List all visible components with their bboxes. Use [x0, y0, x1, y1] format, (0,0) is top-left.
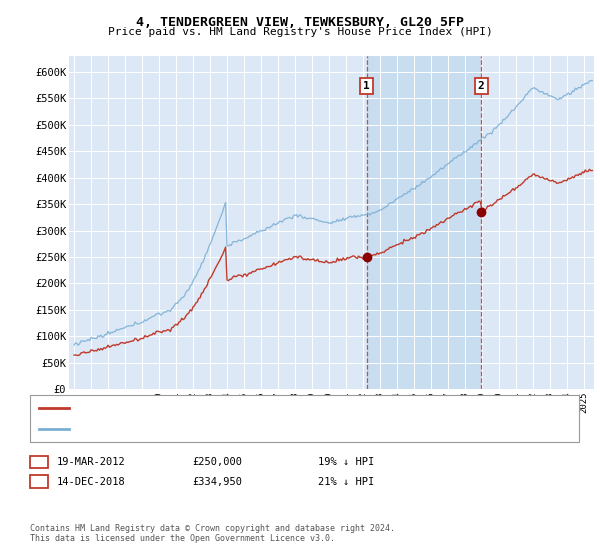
- Text: This data is licensed under the Open Government Licence v3.0.: This data is licensed under the Open Gov…: [30, 534, 335, 543]
- Text: 1: 1: [36, 457, 42, 467]
- Text: HPI: Average price, detached house, Tewkesbury: HPI: Average price, detached house, Tewk…: [75, 424, 345, 434]
- Text: 21% ↓ HPI: 21% ↓ HPI: [318, 477, 374, 487]
- Text: Contains HM Land Registry data © Crown copyright and database right 2024.: Contains HM Land Registry data © Crown c…: [30, 524, 395, 533]
- Text: 2: 2: [478, 81, 484, 91]
- Text: 19-MAR-2012: 19-MAR-2012: [57, 457, 126, 467]
- Text: 4, TENDERGREEN VIEW, TEWKESBURY, GL20 5FP: 4, TENDERGREEN VIEW, TEWKESBURY, GL20 5F…: [136, 16, 464, 29]
- Text: 4, TENDERGREEN VIEW, TEWKESBURY, GL20 5FP (detached house): 4, TENDERGREEN VIEW, TEWKESBURY, GL20 5F…: [75, 403, 416, 413]
- Text: 2: 2: [36, 477, 42, 487]
- Text: 1: 1: [363, 81, 370, 91]
- Text: £334,950: £334,950: [192, 477, 242, 487]
- Text: Price paid vs. HM Land Registry's House Price Index (HPI): Price paid vs. HM Land Registry's House …: [107, 27, 493, 37]
- Bar: [367, 56, 481, 389]
- Text: 19% ↓ HPI: 19% ↓ HPI: [318, 457, 374, 467]
- Text: 14-DEC-2018: 14-DEC-2018: [57, 477, 126, 487]
- Text: £250,000: £250,000: [192, 457, 242, 467]
